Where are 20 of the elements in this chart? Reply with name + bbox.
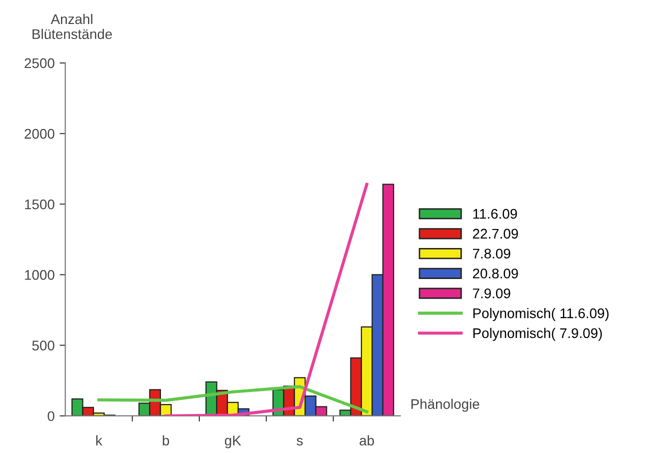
- legend-label: Polynomisch( 11.6.09): [473, 308, 609, 321]
- legend-label: 11.6.09: [473, 208, 517, 219]
- y-tick-label: 0: [48, 411, 54, 422]
- x-tick-label: s: [296, 438, 303, 446]
- legend-label: 22.7.09: [472, 228, 518, 239]
- x-tick-label: b: [162, 435, 170, 446]
- legend-label: Polynomisch( 7.9.09): [473, 328, 602, 341]
- y-tick-label: 500: [32, 340, 54, 350]
- x-axis-title: Phänologie: [411, 398, 480, 412]
- legend-label: 7.8.09: [472, 248, 510, 259]
- y-tick-label: 1500: [25, 199, 54, 210]
- x-tick-label: ab: [360, 435, 374, 446]
- legend-label: 20.8.09: [472, 268, 518, 278]
- x-tick-label: gK: [224, 436, 242, 448]
- y-axis-title: Anzahl Blütenstände: [32, 14, 112, 40]
- y-tick-label: 2500: [24, 58, 54, 68]
- y-tick-label: 2000: [24, 128, 54, 139]
- y-tick-label: 1000: [25, 270, 54, 280]
- x-tick-label: k: [96, 435, 102, 446]
- legend-label: 7.9.09: [472, 288, 510, 298]
